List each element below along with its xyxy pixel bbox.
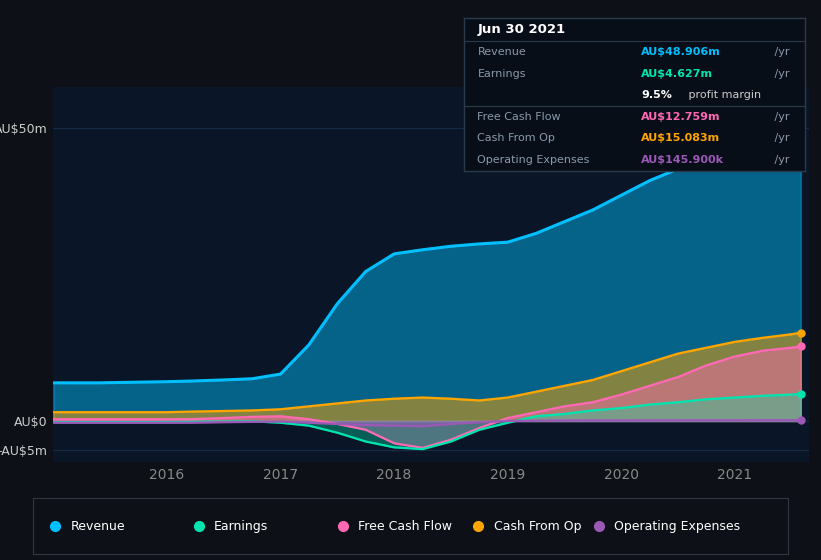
Text: AU$4.627m: AU$4.627m	[641, 69, 713, 79]
Text: /yr: /yr	[770, 133, 789, 143]
Text: Operating Expenses: Operating Expenses	[478, 155, 589, 165]
Text: Cash From Op: Cash From Op	[493, 520, 581, 533]
Text: Earnings: Earnings	[214, 520, 268, 533]
Text: /yr: /yr	[770, 69, 789, 79]
Text: AU$145.900k: AU$145.900k	[641, 155, 724, 165]
Text: /yr: /yr	[770, 155, 789, 165]
Text: Revenue: Revenue	[71, 520, 126, 533]
Text: AU$12.759m: AU$12.759m	[641, 112, 721, 122]
Text: 9.5%: 9.5%	[641, 90, 672, 100]
Text: AU$48.906m: AU$48.906m	[641, 47, 721, 57]
Text: Operating Expenses: Operating Expenses	[614, 520, 741, 533]
Text: Revenue: Revenue	[478, 47, 526, 57]
Text: profit margin: profit margin	[686, 90, 761, 100]
Text: Free Cash Flow: Free Cash Flow	[478, 112, 561, 122]
Text: Cash From Op: Cash From Op	[478, 133, 555, 143]
Text: Earnings: Earnings	[478, 69, 526, 79]
Text: Jun 30 2021: Jun 30 2021	[478, 22, 566, 36]
Text: /yr: /yr	[770, 112, 789, 122]
Text: /yr: /yr	[770, 47, 789, 57]
Text: Free Cash Flow: Free Cash Flow	[358, 520, 452, 533]
Text: AU$15.083m: AU$15.083m	[641, 133, 720, 143]
